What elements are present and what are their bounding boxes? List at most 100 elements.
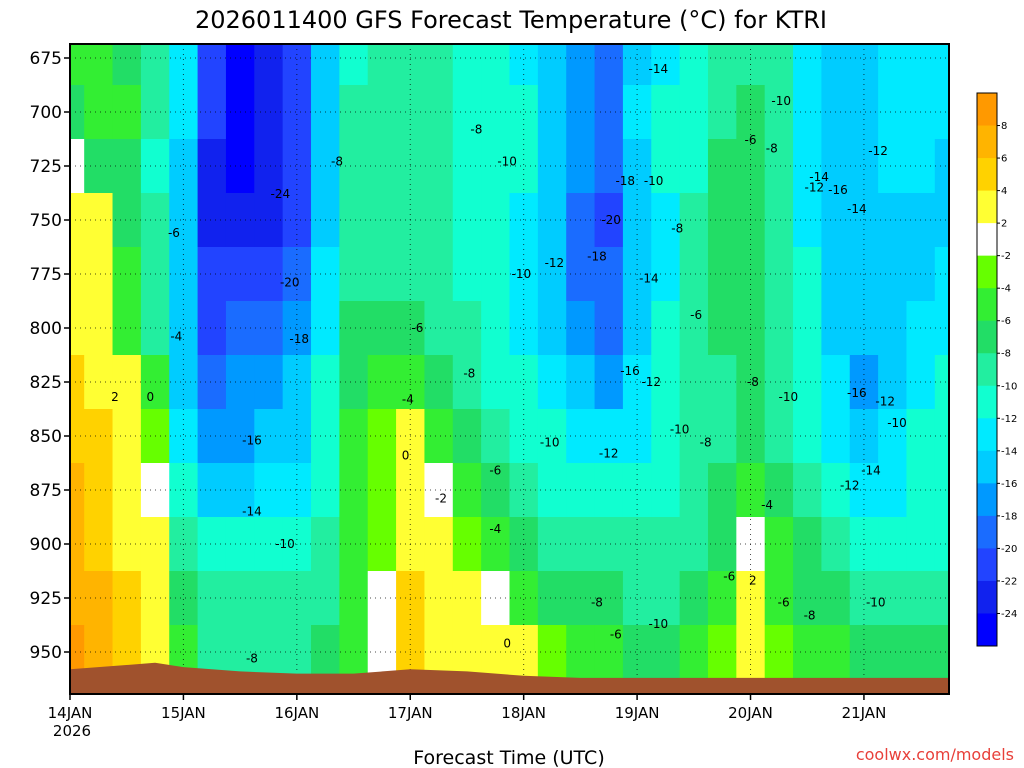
heat-cell <box>339 409 369 464</box>
colorbar: 8 6 4 2 -2 -4 -6 -8 -10 -12 -14 -16 -18 -20 -22 -24 <box>976 92 1017 647</box>
heat-cell <box>282 193 312 248</box>
colorbar-segment <box>977 125 997 159</box>
heat-cell <box>339 44 369 86</box>
heat-cell <box>197 355 227 410</box>
colorbar-tick-label: -4 <box>1001 284 1011 295</box>
heat-cell <box>906 44 936 86</box>
heat-cell <box>878 193 908 248</box>
heat-cell <box>622 571 652 626</box>
contour-label: -12 <box>599 446 619 460</box>
heat-cell <box>282 355 312 410</box>
y-tick-label: 725 <box>30 157 62 177</box>
heat-cell <box>537 85 567 140</box>
contour-label: -8 <box>766 142 778 156</box>
contour-label: -4 <box>761 498 773 512</box>
heat-cell <box>793 517 823 572</box>
heat-cell <box>934 247 949 302</box>
y-tick-label: 900 <box>30 535 62 555</box>
heat-cell <box>225 44 255 86</box>
heat-cell <box>140 44 170 86</box>
heat-cell <box>821 44 851 86</box>
heat-cell <box>197 44 227 86</box>
colorbar-tick-label: -20 <box>1001 544 1017 555</box>
contour-label: -20 <box>280 276 300 290</box>
colorbar-tick-label: 2 <box>1001 219 1007 230</box>
colorbar-segment <box>977 255 997 289</box>
heat-cell <box>254 193 284 248</box>
heat-cell <box>367 301 397 356</box>
contour-label: -20 <box>601 213 621 227</box>
heat-cell <box>282 139 312 194</box>
heat-cell <box>70 517 85 572</box>
heat-cell <box>537 409 567 464</box>
contour-label: -14 <box>649 62 669 76</box>
heat-cell <box>112 463 142 518</box>
contour-label: -4 <box>489 522 501 536</box>
colorbar-segment <box>977 158 997 192</box>
heat-cell <box>594 44 624 86</box>
heat-cell <box>112 571 142 626</box>
heat-cell <box>622 409 652 464</box>
contour-label: 2 <box>111 390 119 404</box>
contour-label: 0 <box>503 636 511 650</box>
chart-title: 2026011400 GFS Forecast Temperature (°C)… <box>195 6 827 34</box>
heat-cell <box>594 409 624 464</box>
heat-cell <box>367 139 397 194</box>
heat-cell <box>197 85 227 140</box>
heat-cell <box>70 139 85 194</box>
contour-label: -10 <box>670 423 690 437</box>
contour-label: -2 <box>435 492 447 506</box>
heat-cell <box>878 247 908 302</box>
contour-label: -16 <box>242 433 262 447</box>
heat-cell <box>537 355 567 410</box>
heat-cell <box>793 193 823 248</box>
heat-cell <box>878 517 908 572</box>
heat-cell <box>169 193 199 248</box>
heat-cell <box>793 355 823 410</box>
heat-cell <box>84 247 114 302</box>
heat-cell <box>707 193 737 248</box>
heat-cell <box>793 85 823 140</box>
heat-cell <box>764 517 794 572</box>
heat-cell <box>339 517 369 572</box>
heat-cell <box>169 571 199 626</box>
y-tick-label: 850 <box>30 427 62 447</box>
heat-cell <box>934 139 949 194</box>
heat-cell <box>537 517 567 572</box>
heat-cell <box>934 44 949 86</box>
heat-cell <box>367 517 397 572</box>
heat-cell <box>424 44 454 86</box>
heat-cell <box>169 301 199 356</box>
heat-cell <box>70 193 85 248</box>
heat-cell <box>197 193 227 248</box>
heat-cell <box>452 301 482 356</box>
colorbar-segment <box>977 548 997 582</box>
heat-cell <box>424 85 454 140</box>
heat-cell <box>452 193 482 248</box>
y-tick-label: 800 <box>30 319 62 339</box>
heat-cell <box>339 355 369 410</box>
heat-cell <box>339 301 369 356</box>
heat-cell <box>679 517 709 572</box>
heat-cell <box>70 301 85 356</box>
heat-cell <box>112 247 142 302</box>
heat-cell <box>169 85 199 140</box>
contour-label: -10 <box>887 416 907 430</box>
heat-cell <box>679 247 709 302</box>
contour-label: -6 <box>778 595 790 609</box>
contour-label: -10 <box>497 155 517 169</box>
heat-cell <box>424 193 454 248</box>
heat-cell <box>793 571 823 626</box>
heat-cell <box>70 571 85 626</box>
y-tick-label: 875 <box>30 481 62 501</box>
contour-label: -10 <box>644 174 664 188</box>
heat-cell <box>679 301 709 356</box>
heat-cell <box>254 517 284 572</box>
heat-cell <box>112 139 142 194</box>
heat-cell <box>367 409 397 464</box>
heat-cell <box>878 571 908 626</box>
heat-cell <box>537 301 567 356</box>
y-tick-label: 825 <box>30 373 62 393</box>
heat-cell <box>679 355 709 410</box>
heat-cell <box>339 571 369 626</box>
